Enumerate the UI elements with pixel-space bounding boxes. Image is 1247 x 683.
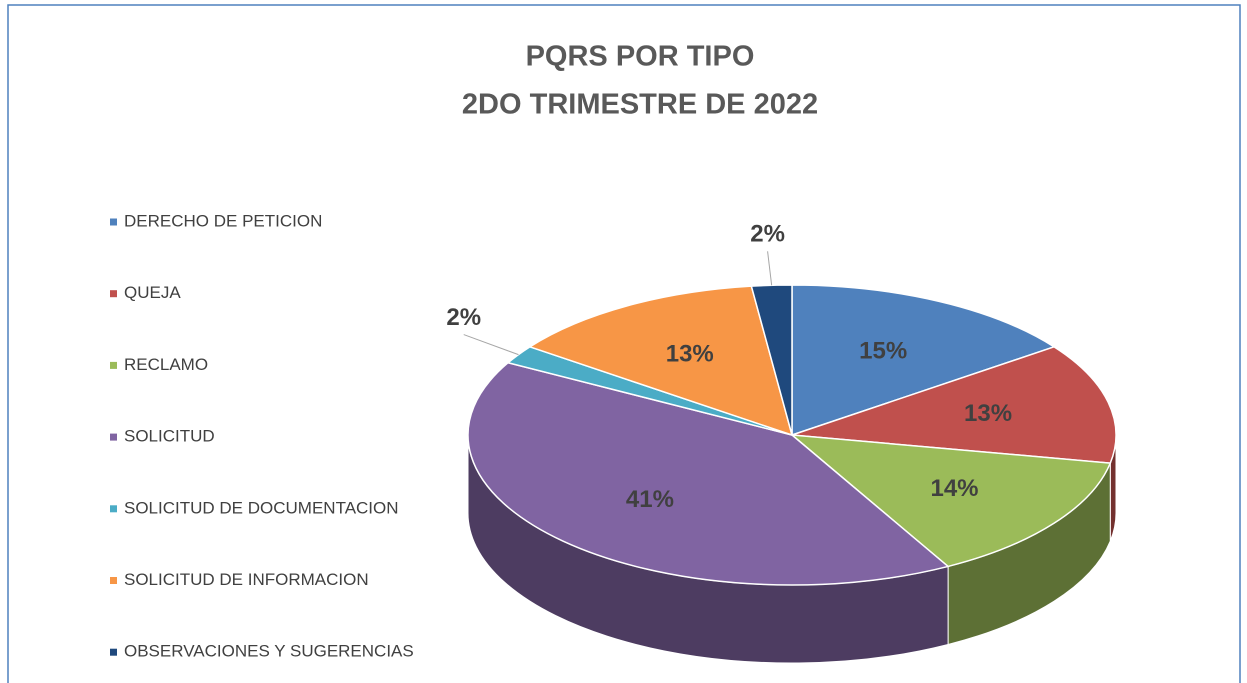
leader-line — [767, 251, 773, 286]
leader-line — [463, 334, 519, 356]
slice — [467, 361, 950, 586]
slice — [791, 346, 1117, 464]
legend-label: QUEJA — [124, 283, 181, 302]
legend-marker — [110, 648, 117, 656]
legend-marker — [110, 433, 117, 441]
legend-label: OBSERVACIONES Y SUGERENCIAS — [124, 642, 414, 661]
slice — [789, 434, 1112, 568]
legend-marker — [110, 218, 117, 226]
data-label: 13% — [666, 340, 714, 367]
data-label: 15% — [859, 337, 907, 364]
data-label: 2% — [446, 304, 481, 331]
legend-marker — [110, 577, 117, 584]
legend-marker — [110, 290, 117, 298]
chart-subtitle: 2DO TRIMESTRE DE 2022 — [462, 89, 818, 121]
slice — [750, 284, 793, 436]
data-label: 14% — [930, 475, 978, 502]
slice — [791, 284, 1056, 437]
legend-marker — [110, 505, 117, 513]
slice — [528, 285, 794, 437]
legend-marker — [110, 361, 117, 369]
data-label: 41% — [626, 486, 674, 513]
data-label: 2% — [750, 221, 785, 248]
legend-label: SOLICITUD DE INFORMACION — [124, 570, 369, 589]
legend-label: RECLAMO — [124, 355, 208, 374]
legend-label: SOLICITUD DE DOCUMENTACION — [124, 498, 399, 517]
chart-title: PQRS POR TIPO — [526, 41, 755, 73]
data-label: 13% — [964, 400, 1012, 427]
legend-label: DERECHO DE PETICION — [124, 211, 322, 230]
legend-label: SOLICITUD — [124, 427, 215, 446]
